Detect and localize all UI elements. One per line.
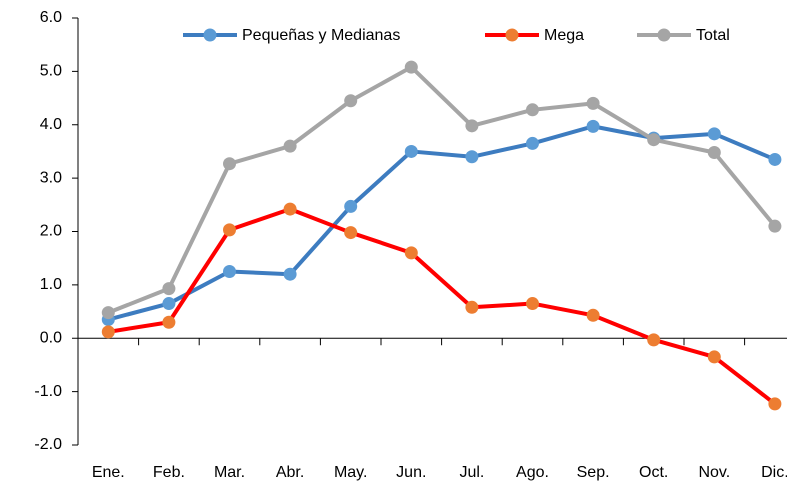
x-tick-label: Feb.: [153, 464, 185, 481]
y-tick-label: 2.0: [40, 223, 62, 240]
series-line: [107, 207, 777, 406]
data-point: [404, 246, 418, 260]
y-tick-label: 5.0: [40, 63, 62, 80]
y-tick-label: 6.0: [40, 9, 62, 26]
x-tick-label: Nov.: [698, 464, 730, 481]
data-point: [465, 119, 479, 133]
y-tick-label: 0.0: [40, 329, 62, 346]
data-point: [101, 306, 115, 320]
data-point: [344, 199, 358, 213]
legend-label: Pequeñas y Medianas: [242, 27, 400, 44]
data-point: [526, 103, 539, 117]
x-tick-label: Ene.: [92, 464, 125, 481]
data-point: [344, 94, 358, 108]
data-point: [283, 267, 297, 281]
x-tick-label: Mar.: [214, 464, 245, 481]
data-point: [707, 350, 721, 364]
data-point: [647, 333, 661, 347]
y-tick-label: 3.0: [40, 169, 62, 186]
data-point: [768, 219, 782, 233]
data-point: [707, 146, 721, 160]
data-point: [465, 150, 479, 164]
data-point: [586, 119, 600, 133]
data-point: [223, 157, 236, 171]
data-point: [707, 127, 721, 141]
data-point: [283, 202, 297, 216]
data-point: [344, 226, 358, 240]
data-point: [162, 315, 176, 329]
data-point: [283, 139, 297, 153]
legend-marker: [203, 28, 217, 42]
x-tick-label: Jun.: [396, 464, 426, 481]
y-tick-label: -1.0: [34, 383, 62, 400]
series-line: [107, 65, 777, 315]
data-point: [162, 297, 176, 311]
x-tick-label: Dic.: [761, 464, 787, 481]
legend-label: Mega: [544, 27, 584, 44]
data-point: [162, 282, 176, 296]
y-tick-label: -2.0: [34, 436, 62, 453]
y-tick-label: 4.0: [40, 116, 62, 133]
data-point: [768, 397, 782, 411]
x-tick-label: Oct.: [639, 464, 668, 481]
data-point: [647, 133, 661, 147]
data-point: [404, 60, 418, 74]
data-point: [526, 136, 539, 150]
legend-marker: [505, 28, 519, 42]
data-point: [586, 96, 600, 110]
data-point: [101, 325, 115, 339]
legend-label: Total: [696, 27, 730, 44]
x-tick-label: Jul.: [459, 464, 484, 481]
y-tick-label: 1.0: [40, 276, 62, 293]
data-point: [526, 297, 539, 311]
series-line: [107, 124, 776, 322]
x-tick-label: Ago.: [516, 464, 549, 481]
data-point: [223, 265, 236, 279]
x-tick-label: May.: [334, 464, 367, 481]
data-point: [223, 223, 236, 237]
legend-marker: [657, 28, 671, 42]
x-tick-label: Sep.: [577, 464, 610, 481]
x-tick-label: Abr.: [276, 464, 304, 481]
data-point: [586, 308, 600, 322]
data-point: [465, 300, 479, 314]
data-point: [404, 144, 418, 158]
data-point: [768, 152, 782, 166]
